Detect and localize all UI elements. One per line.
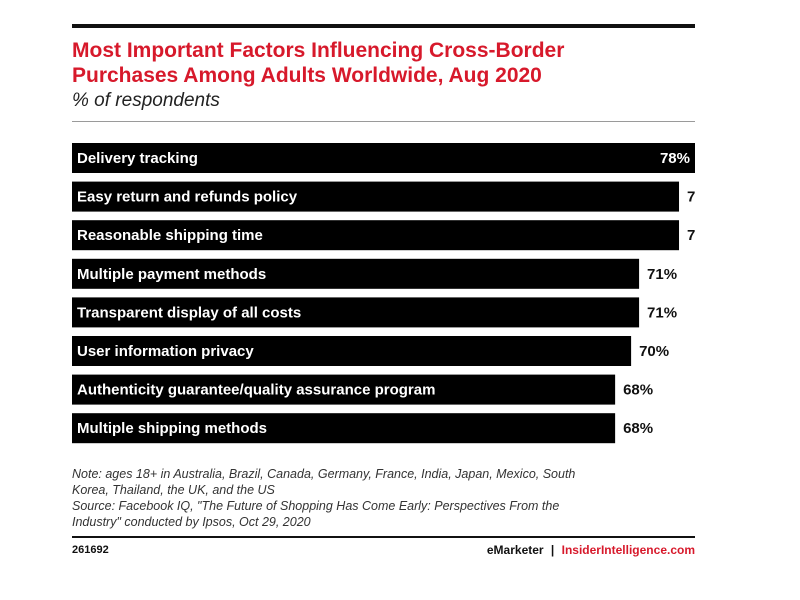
bar-row: User information privacy 70% [72,336,669,366]
chart-title-line2: Purchases Among Adults Worldwide, Aug 20… [72,64,542,87]
bar [72,413,616,444]
chart-notes: Note: ages 18+ in Australia, Brazil, Can… [72,466,695,530]
bar [72,336,632,366]
bar-row: Multiple shipping methods 68% [72,413,653,444]
bar-row: Delivery tracking 78% [72,143,695,173]
bar-category-label: Reasonable shipping time [77,227,263,244]
bar-category-label: User information privacy [77,343,254,360]
top-rule [72,24,695,28]
bar [72,374,616,405]
bar [72,297,640,328]
bar-category-label: Multiple payment methods [77,266,266,283]
bar [72,143,695,173]
bar-value-label: 76% [687,189,695,206]
bar-value-label: 78% [660,150,690,167]
bar-value-label: 68% [623,382,653,399]
bar-value-label: 70% [639,343,669,360]
chart-subtitle: % of respondents [72,90,220,111]
bar-category-label: Easy return and refunds policy [77,189,298,206]
bar-category-label: Delivery tracking [77,150,198,167]
brand-separator: | [550,543,555,557]
chart-title: Most Important Factors Influencing Cross… [72,38,695,88]
source-line2: Industry" conducted by Ipsos, Oct 29, 20… [72,515,311,529]
bar-chart: Delivery tracking 78% Easy return and refu… [72,143,695,444]
bar-value-label: 76% [687,227,695,244]
bar-category-label: Authenticity guarantee/quality assurance… [77,382,435,399]
bar [72,258,640,289]
bar-row: Transparent display of all costs 71% [72,297,677,328]
subtitle-rule [72,121,695,122]
note-line1: Note: ages 18+ in Australia, Brazil, Can… [72,467,576,481]
bar-row: Reasonable shipping time 76% [72,220,695,251]
bar-value-label: 71% [647,266,677,283]
bar-category-label: Transparent display of all costs [77,304,301,321]
bar-value-label: 68% [623,420,653,437]
bottom-rule [72,536,695,538]
source-line1: Source: Facebook IQ, "The Future of Shop… [72,499,560,513]
brand-emarketer: eMarketer [486,543,544,557]
bar-category-label: Multiple shipping methods [77,420,267,437]
bar [72,220,680,251]
chart-id: 261692 [72,544,109,556]
brand-footer: eMarketer | InsiderIntelligence.com [487,543,695,557]
note-line2: Korea, Thailand, the UK, and the US [72,483,275,497]
chart-header: Most Important Factors Influencing Cross… [72,24,695,122]
bar-value-label: 71% [647,304,677,321]
bar-row: Easy return and refunds policy 76% [72,181,695,212]
brand-insider-link[interactable]: InsiderIntelligence.com [561,543,695,557]
chart-title-line1: Most Important Factors Influencing Cross… [72,39,565,62]
bar-row: Multiple payment methods 71% [72,258,677,289]
bar [72,181,680,212]
bar-row: Authenticity guarantee/quality assurance… [72,374,653,405]
